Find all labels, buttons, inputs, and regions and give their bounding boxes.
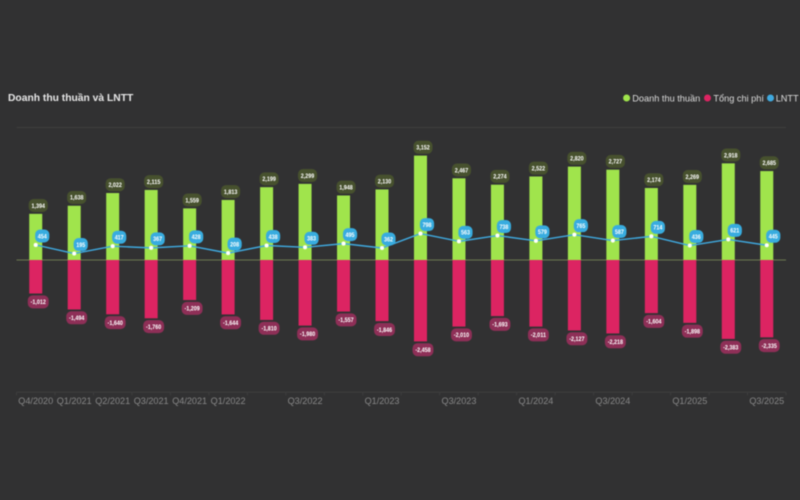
svg-text:-2,010: -2,010 <box>454 332 470 339</box>
svg-text:-2,127: -2,127 <box>569 336 585 343</box>
svg-text:587: 587 <box>615 229 624 236</box>
svg-text:-1,693: -1,693 <box>492 322 508 329</box>
svg-text:-1,494: -1,494 <box>69 315 85 322</box>
svg-text:2,522: 2,522 <box>532 165 546 172</box>
svg-text:-1,846: -1,846 <box>377 327 393 334</box>
svg-text:1,638: 1,638 <box>70 195 84 202</box>
svg-text:383: 383 <box>307 236 316 243</box>
svg-text:Q1/2022: Q1/2022 <box>211 396 246 406</box>
svg-text:Q3/2023: Q3/2023 <box>442 396 477 406</box>
svg-text:765: 765 <box>576 223 585 230</box>
svg-text:2,685: 2,685 <box>763 160 777 167</box>
svg-text:-1,640: -1,640 <box>108 320 124 327</box>
svg-text:Tổng chi phí: Tổng chi phí <box>713 93 764 103</box>
svg-text:LNTT: LNTT <box>776 93 799 103</box>
svg-text:2,199: 2,199 <box>262 176 276 183</box>
svg-text:2,727: 2,727 <box>609 159 623 166</box>
svg-text:Q1/2024: Q1/2024 <box>518 396 553 406</box>
svg-text:2,115: 2,115 <box>147 179 161 186</box>
svg-text:-2,218: -2,218 <box>608 339 624 346</box>
svg-text:2,174: 2,174 <box>647 177 661 184</box>
svg-text:3,152: 3,152 <box>416 145 430 152</box>
svg-text:1,559: 1,559 <box>185 197 199 204</box>
svg-text:Q4/2021: Q4/2021 <box>172 396 207 406</box>
svg-text:2,918: 2,918 <box>724 152 738 159</box>
svg-text:Q1/2023: Q1/2023 <box>365 396 400 406</box>
svg-text:2,274: 2,274 <box>493 174 507 181</box>
svg-text:Q3/2024: Q3/2024 <box>595 396 630 406</box>
svg-text:2,022: 2,022 <box>108 182 122 189</box>
svg-text:798: 798 <box>422 222 431 229</box>
svg-text:-1,644: -1,644 <box>223 320 239 327</box>
svg-text:-1,209: -1,209 <box>184 306 200 313</box>
svg-text:Q3/2021: Q3/2021 <box>134 396 169 406</box>
svg-text:-1,980: -1,980 <box>300 331 316 338</box>
svg-text:2,269: 2,269 <box>686 174 700 181</box>
svg-text:367: 367 <box>153 236 162 243</box>
svg-text:1,813: 1,813 <box>224 189 238 196</box>
svg-text:2,130: 2,130 <box>378 178 392 185</box>
svg-text:563: 563 <box>461 230 470 237</box>
svg-text:-2,335: -2,335 <box>762 343 778 350</box>
svg-text:1,948: 1,948 <box>339 184 353 191</box>
svg-text:738: 738 <box>499 224 508 231</box>
svg-text:-1,898: -1,898 <box>685 328 701 335</box>
svg-text:-1,760: -1,760 <box>146 324 162 331</box>
svg-text:-1,557: -1,557 <box>338 317 354 324</box>
svg-text:495: 495 <box>346 232 355 239</box>
svg-text:-2,458: -2,458 <box>415 347 431 354</box>
svg-text:362: 362 <box>384 236 393 243</box>
svg-text:579: 579 <box>538 229 547 236</box>
svg-text:-1,604: -1,604 <box>646 319 662 326</box>
svg-text:428: 428 <box>192 234 201 241</box>
svg-text:Q3/2025: Q3/2025 <box>749 396 784 406</box>
svg-text:454: 454 <box>38 233 47 240</box>
svg-text:1,394: 1,394 <box>31 203 45 210</box>
svg-text:445: 445 <box>769 234 778 241</box>
svg-text:Q2/2021: Q2/2021 <box>95 396 130 406</box>
svg-text:-2,011: -2,011 <box>531 332 547 339</box>
svg-text:Q4/2020: Q4/2020 <box>18 396 53 406</box>
svg-text:195: 195 <box>76 242 85 249</box>
svg-text:2,820: 2,820 <box>570 156 584 163</box>
svg-text:-1,810: -1,810 <box>261 326 277 333</box>
svg-text:621: 621 <box>730 228 739 235</box>
svg-text:417: 417 <box>115 234 124 241</box>
svg-text:2,299: 2,299 <box>301 173 315 180</box>
svg-text:436: 436 <box>692 234 701 241</box>
svg-text:Doanh thu thuần và LNTT: Doanh thu thuần và LNTT <box>8 92 134 104</box>
svg-text:Q1/2025: Q1/2025 <box>672 396 707 406</box>
svg-text:-2,383: -2,383 <box>723 345 739 352</box>
svg-text:208: 208 <box>230 241 239 248</box>
svg-text:714: 714 <box>653 225 662 232</box>
svg-text:Q3/2022: Q3/2022 <box>288 396 323 406</box>
svg-text:438: 438 <box>269 234 278 241</box>
svg-text:2,467: 2,467 <box>455 167 469 174</box>
svg-text:-1,012: -1,012 <box>31 299 47 306</box>
svg-text:Doanh thu thuần: Doanh thu thuần <box>632 93 700 103</box>
svg-text:Q1/2021: Q1/2021 <box>57 396 92 406</box>
